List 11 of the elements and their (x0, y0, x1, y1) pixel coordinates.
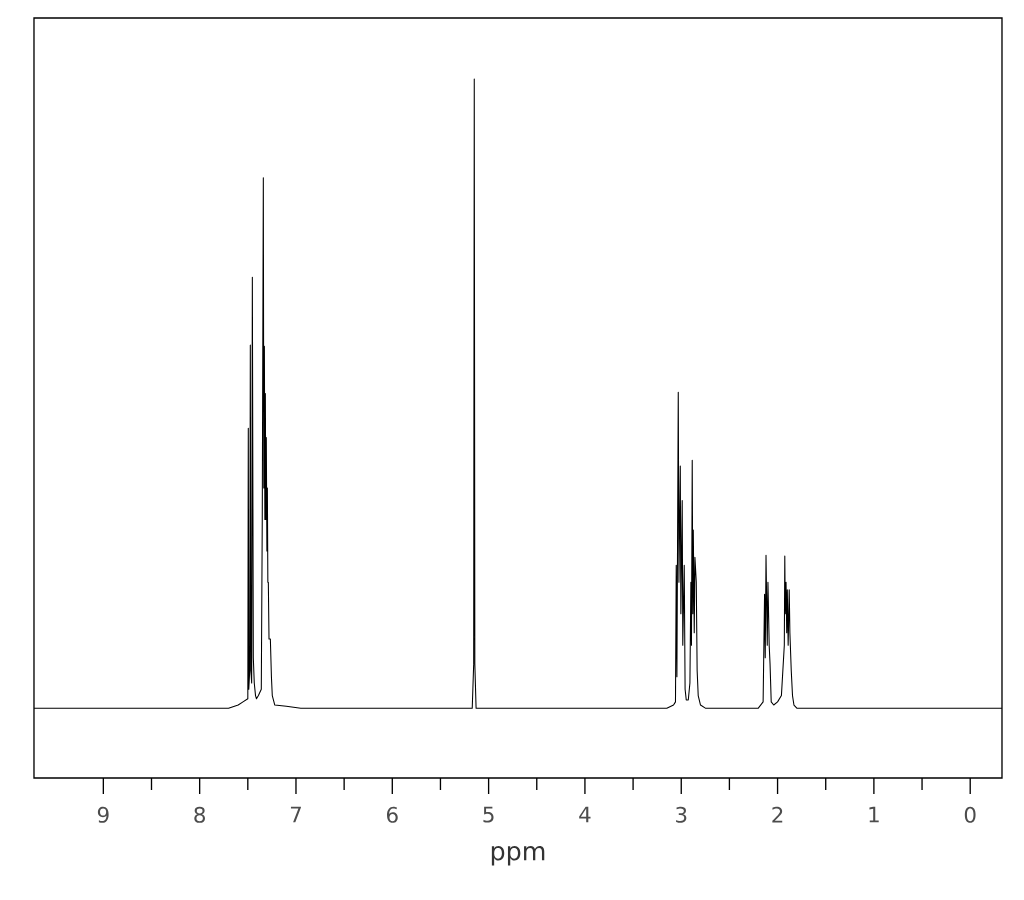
x-tick-label: 0 (964, 806, 976, 823)
x-tick-label: 4 (579, 806, 591, 823)
x-tick-label: 1 (869, 806, 879, 823)
x-tick-label: 2 (772, 806, 783, 823)
x-tick-label: 9 (97, 806, 109, 823)
x-tick-label: 6 (386, 806, 398, 823)
x-tick-label: 8 (194, 806, 205, 823)
x-axis-title: ppm (491, 846, 545, 866)
x-tick-label: 5 (483, 806, 494, 823)
x-tick-label: 3 (676, 806, 687, 823)
x-tick-label: 7 (290, 806, 301, 823)
